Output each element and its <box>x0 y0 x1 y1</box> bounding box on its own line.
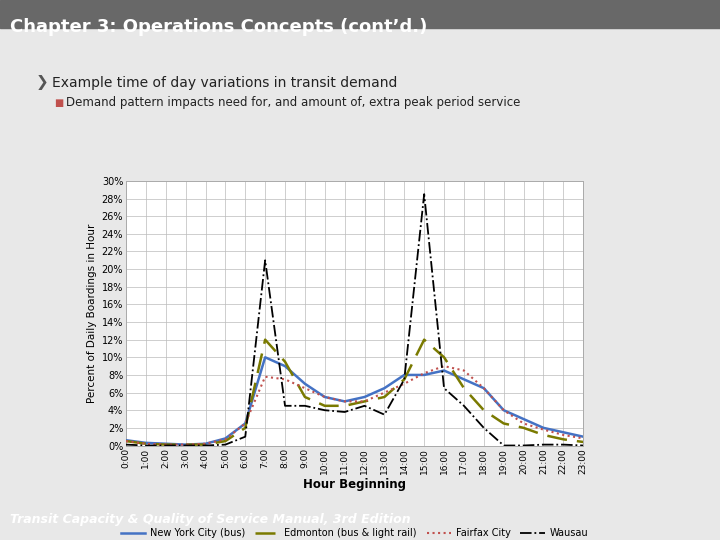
Text: Transit Capacity & Quality of Service Manual, 3rd Edition: Transit Capacity & Quality of Service Ma… <box>10 514 410 526</box>
Text: Example time of day variations in transit demand: Example time of day variations in transi… <box>52 76 397 90</box>
Bar <box>0 0 720 28</box>
Legend: New York City (bus), Edmonton (bus & light rail), Fairfax City, Wausau: New York City (bus), Edmonton (bus & lig… <box>117 524 592 540</box>
Y-axis label: Percent of Daily Boardings in Hour: Percent of Daily Boardings in Hour <box>87 224 97 403</box>
Text: ■: ■ <box>54 98 63 108</box>
Text: Demand pattern impacts need for, and amount of, extra peak period service: Demand pattern impacts need for, and amo… <box>66 97 521 110</box>
X-axis label: Hour Beginning: Hour Beginning <box>303 478 406 491</box>
Text: Chapter 3: Operations Concepts (cont’d.): Chapter 3: Operations Concepts (cont’d.) <box>10 18 428 37</box>
Text: ❯: ❯ <box>36 76 49 91</box>
